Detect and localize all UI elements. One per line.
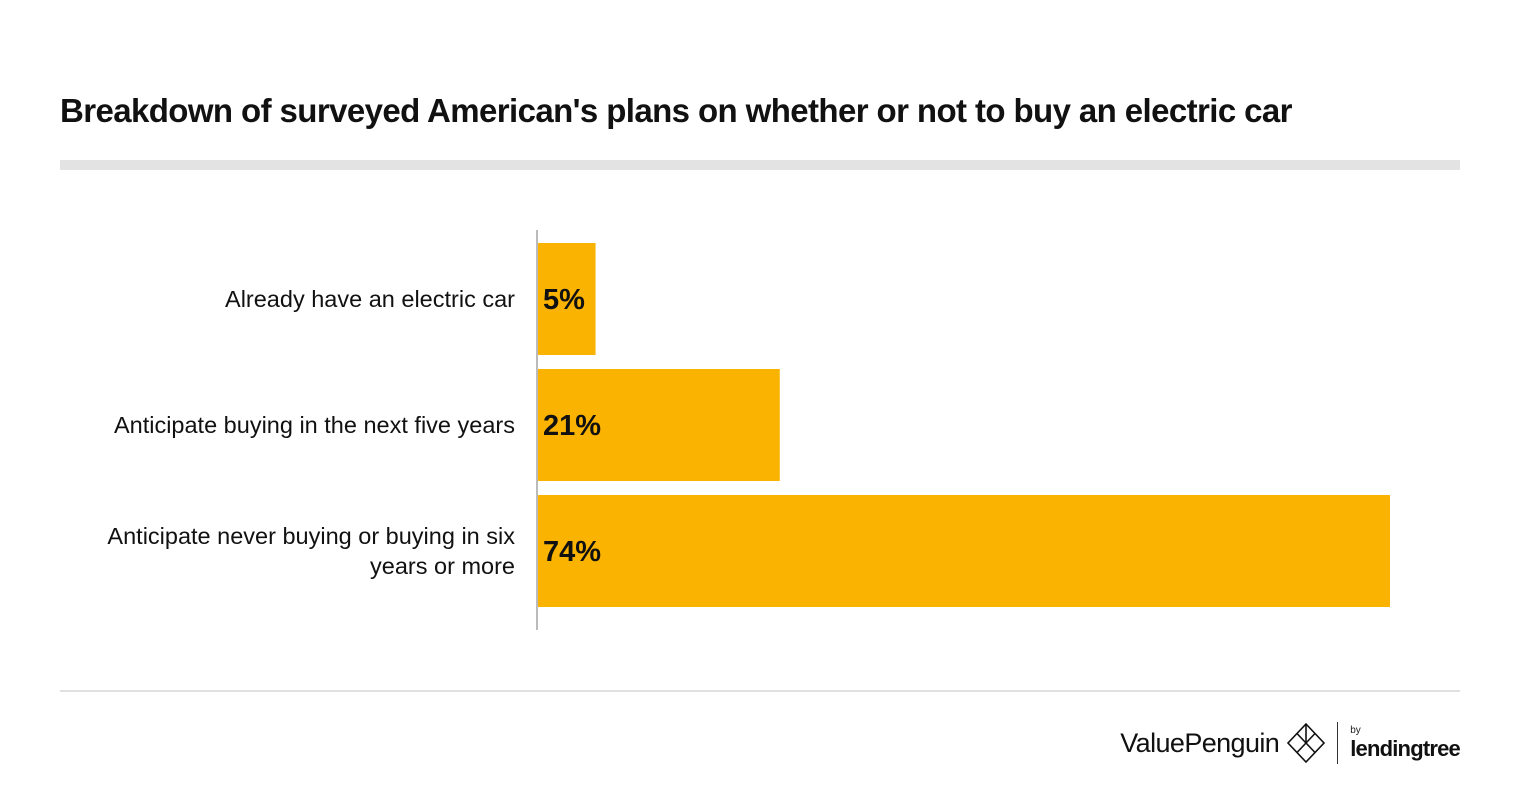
title-divider [60,160,1460,170]
logo-divider [1337,722,1339,764]
category-label-line: Already have an electric car [225,286,515,312]
lendingtree-logo: by lendingtree [1350,725,1461,761]
valuepenguin-diamond-icon [1287,723,1326,763]
category-label-line: years or more [370,553,515,579]
category-label-3: Anticipate never buying or buying in six… [107,523,515,579]
value-label-2: 21% [543,410,601,442]
category-label-line: Anticipate buying in the next five years [114,412,515,438]
footer-divider [60,690,1460,692]
value-label-1: 5% [543,284,585,316]
bar-chart: Already have an electric car Anticipate b… [107,230,1390,630]
chart-title: Breakdown of surveyed American's plans o… [60,92,1293,129]
bar-1 [538,243,596,355]
category-labels-group: Already have an electric car Anticipate b… [107,286,515,579]
bars-group [538,243,1390,607]
category-label-1: Already have an electric car [225,286,515,312]
value-labels-group: 5% 21% 74% [543,284,601,568]
footer-logo: ValuePenguin by lendingtree [1120,718,1461,768]
value-label-3: 74% [543,536,601,568]
bar-3 [538,495,1390,607]
lendingtree-wordmark: lendingtree [1350,736,1461,761]
valuepenguin-logo-text: ValuePenguin [1120,727,1280,758]
bar-2 [538,369,780,481]
category-label-2: Anticipate buying in the next five years [114,412,515,438]
category-label-line: Anticipate never buying or buying in six [107,523,515,549]
lendingtree-by-text: by [1350,725,1361,736]
